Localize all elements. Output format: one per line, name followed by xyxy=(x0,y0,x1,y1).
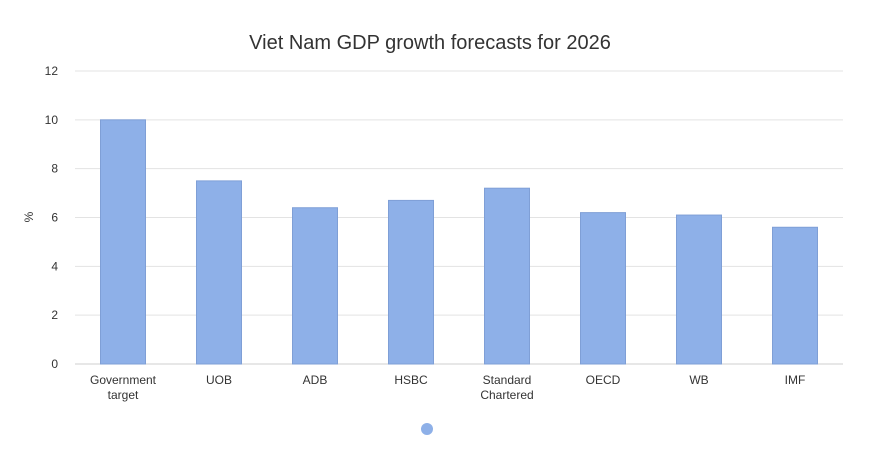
bar[interactable] xyxy=(772,226,818,365)
x-tick-label-line: IMF xyxy=(785,373,806,387)
y-axis-ticks: 0 2 4 6 8 10 12 xyxy=(45,64,59,371)
x-tick-label-line: ADB xyxy=(303,373,328,387)
gridlines xyxy=(75,70,843,365)
x-tick-label: UOB xyxy=(206,373,232,387)
x-tick-label: HSBC xyxy=(394,373,428,387)
bar[interactable] xyxy=(196,180,242,365)
x-tick-label: OECD xyxy=(586,373,621,387)
y-tick-label: 12 xyxy=(45,64,59,78)
x-tick-label: WB xyxy=(689,373,708,387)
chart-title: Viet Nam GDP growth forecasts for 2026 xyxy=(249,32,611,54)
y-tick-label: 4 xyxy=(51,259,58,273)
x-tick-label: IMF xyxy=(785,373,806,387)
x-tick-label: ADB xyxy=(303,373,328,387)
bar[interactable] xyxy=(676,214,722,365)
x-tick-label-line: Standard xyxy=(483,373,532,387)
y-tick-label: 2 xyxy=(51,308,58,322)
x-tick-label-line: WB xyxy=(689,373,708,387)
x-tick-label-line: Government xyxy=(90,373,157,387)
x-tick-label: Government target xyxy=(90,373,157,402)
bar[interactable] xyxy=(292,207,338,365)
x-tick-label-line: HSBC xyxy=(394,373,428,387)
x-tick-label-line: Chartered xyxy=(480,388,533,402)
bar[interactable] xyxy=(484,187,530,365)
legend-marker[interactable] xyxy=(421,423,433,435)
bar[interactable] xyxy=(580,212,626,365)
bars xyxy=(100,119,818,365)
bar[interactable] xyxy=(100,119,146,365)
x-tick-label: Standard Chartered xyxy=(480,373,533,402)
x-axis-ticks: Government target UOB ADB HSBC Standard Charte… xyxy=(90,373,805,402)
x-tick-label-line: OECD xyxy=(586,373,621,387)
bar[interactable] xyxy=(388,199,434,365)
y-tick-label: 0 xyxy=(51,357,58,371)
y-tick-label: 6 xyxy=(51,211,58,225)
x-tick-label-line: UOB xyxy=(206,373,232,387)
y-axis-label: % xyxy=(22,211,36,222)
x-tick-label-line: target xyxy=(108,388,139,402)
y-tick-label: 10 xyxy=(45,113,59,127)
y-tick-label: 8 xyxy=(51,162,58,176)
